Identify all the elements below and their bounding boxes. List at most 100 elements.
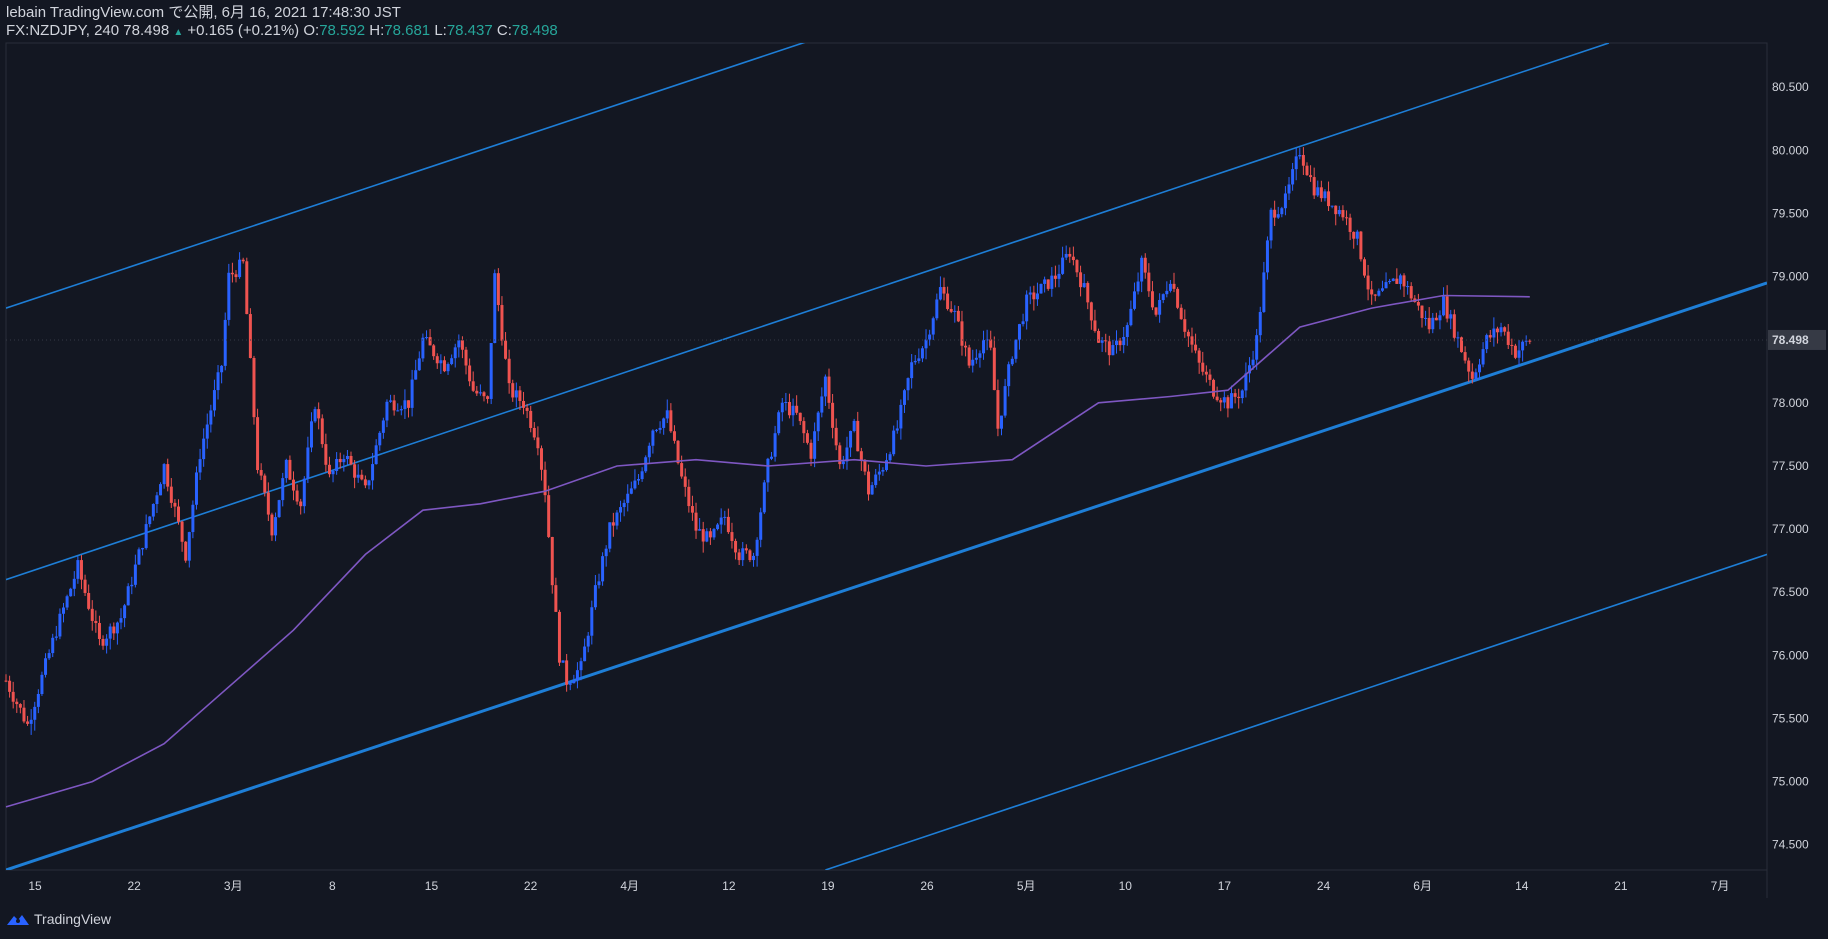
- candle-body: [511, 383, 515, 398]
- candle-body: [216, 372, 220, 391]
- candle-body: [1226, 397, 1230, 409]
- candle-body: [1132, 291, 1136, 309]
- candle-body: [1230, 393, 1234, 409]
- candle-body: [694, 512, 698, 531]
- low-label: L:: [434, 22, 447, 39]
- current-price-badge: [1768, 329, 1826, 350]
- chart-header: lebain TradingView.com で公開, 6月 16, 2021 …: [6, 4, 558, 42]
- moving-average-line[interactable]: [5, 294, 1530, 808]
- candle-body: [324, 444, 328, 465]
- candle-body: [834, 427, 838, 446]
- candle-body: [205, 424, 209, 439]
- candle-body: [881, 469, 885, 472]
- candle-body: [1395, 278, 1399, 284]
- candle-body: [299, 501, 303, 507]
- candle-body: [1179, 307, 1183, 320]
- candle-body: [586, 635, 590, 647]
- candle-body: [439, 360, 443, 364]
- candle-body: [1176, 288, 1180, 308]
- candle-body: [130, 584, 134, 587]
- candle-body: [1305, 165, 1309, 176]
- candle-body: [1104, 340, 1108, 342]
- channel-line-4[interactable]: [825, 553, 1767, 870]
- high-label: H:: [369, 22, 385, 39]
- candle-body: [809, 442, 813, 459]
- time-axis[interactable]: 15 22 3月 8 15 22 4月 12 19 26 5月 10 17 24 6月 14 21 7月: [28, 879, 1729, 893]
- time-tick-label: 17: [1218, 879, 1232, 893]
- candle-body: [356, 474, 360, 478]
- candle-body: [723, 516, 727, 518]
- candle-body: [960, 321, 964, 346]
- price-tick-label: 75.500: [1772, 711, 1809, 725]
- candle-body: [1129, 308, 1133, 326]
- candle-body: [460, 340, 464, 350]
- candle-body: [424, 337, 428, 339]
- symbol-label[interactable]: FX:NZDJPY, 240: [6, 22, 120, 39]
- time-tick-label: 26: [920, 879, 934, 893]
- time-tick-label: 21: [1614, 879, 1628, 893]
- candle-body: [1420, 305, 1424, 319]
- publish-info: lebain TradingView.com で公開, 6月 16, 2021 …: [6, 4, 401, 21]
- candle-body: [978, 353, 982, 358]
- candle-body: [518, 390, 522, 401]
- candle-body: [177, 506, 181, 522]
- candle-body: [1445, 296, 1449, 319]
- candle-body: [1391, 278, 1395, 281]
- candle-body: [360, 474, 364, 480]
- candle-body: [90, 608, 94, 621]
- candle-body: [1323, 191, 1327, 199]
- candle-body: [1513, 345, 1517, 358]
- candle-body: [248, 314, 252, 358]
- candle-body: [274, 517, 278, 536]
- candle-body: [561, 660, 565, 663]
- candle-body: [989, 339, 993, 348]
- candle-body: [759, 512, 763, 540]
- candle-body: [1010, 358, 1014, 365]
- candle-body: [1388, 280, 1392, 283]
- candle-body: [640, 471, 644, 480]
- candle-body: [1262, 272, 1266, 312]
- candle-body: [1524, 340, 1528, 342]
- candle-body: [198, 459, 202, 473]
- time-tick-label: 22: [127, 879, 141, 893]
- candle-body: [1172, 283, 1176, 289]
- candle-body: [184, 541, 188, 561]
- candle-body: [47, 653, 51, 659]
- candle-body: [529, 410, 533, 428]
- candle-body: [403, 400, 407, 410]
- candle-body: [708, 531, 712, 538]
- candle-body: [1183, 319, 1187, 332]
- candle-body: [1107, 341, 1111, 356]
- candle-body: [500, 305, 504, 341]
- candle-body: [331, 470, 335, 475]
- candle-body: [1452, 314, 1456, 338]
- candle-body: [1276, 214, 1280, 218]
- candle-body: [11, 691, 15, 702]
- candle-body: [787, 402, 791, 416]
- channel-line-3[interactable]: [6, 281, 1767, 870]
- candle-body: [910, 362, 914, 379]
- candle-body: [744, 548, 748, 551]
- candle-body: [471, 381, 475, 391]
- candle-body: [115, 622, 119, 634]
- candle-body: [1503, 327, 1507, 332]
- candle-body: [924, 339, 928, 349]
- time-tick-label: 7月: [1711, 879, 1730, 893]
- candle-body: [539, 448, 543, 470]
- candle-body: [1115, 340, 1119, 346]
- price-axis[interactable]: 80.50080.00079.50079.00078.50078.00077.5…: [1772, 80, 1809, 852]
- candle-body: [435, 356, 439, 364]
- candle-body: [687, 486, 691, 507]
- candle-body: [1301, 155, 1305, 166]
- candle-body: [270, 514, 274, 536]
- candle-body: [619, 507, 623, 513]
- candle-body: [496, 273, 500, 306]
- candle-body: [522, 400, 526, 408]
- candle-body: [1071, 256, 1075, 261]
- candle-body: [1032, 292, 1036, 300]
- channel-line-1[interactable]: [6, 37, 822, 309]
- candle-body: [1086, 283, 1090, 303]
- channel-line-2[interactable]: [6, 43, 1610, 581]
- candle-body: [220, 365, 224, 373]
